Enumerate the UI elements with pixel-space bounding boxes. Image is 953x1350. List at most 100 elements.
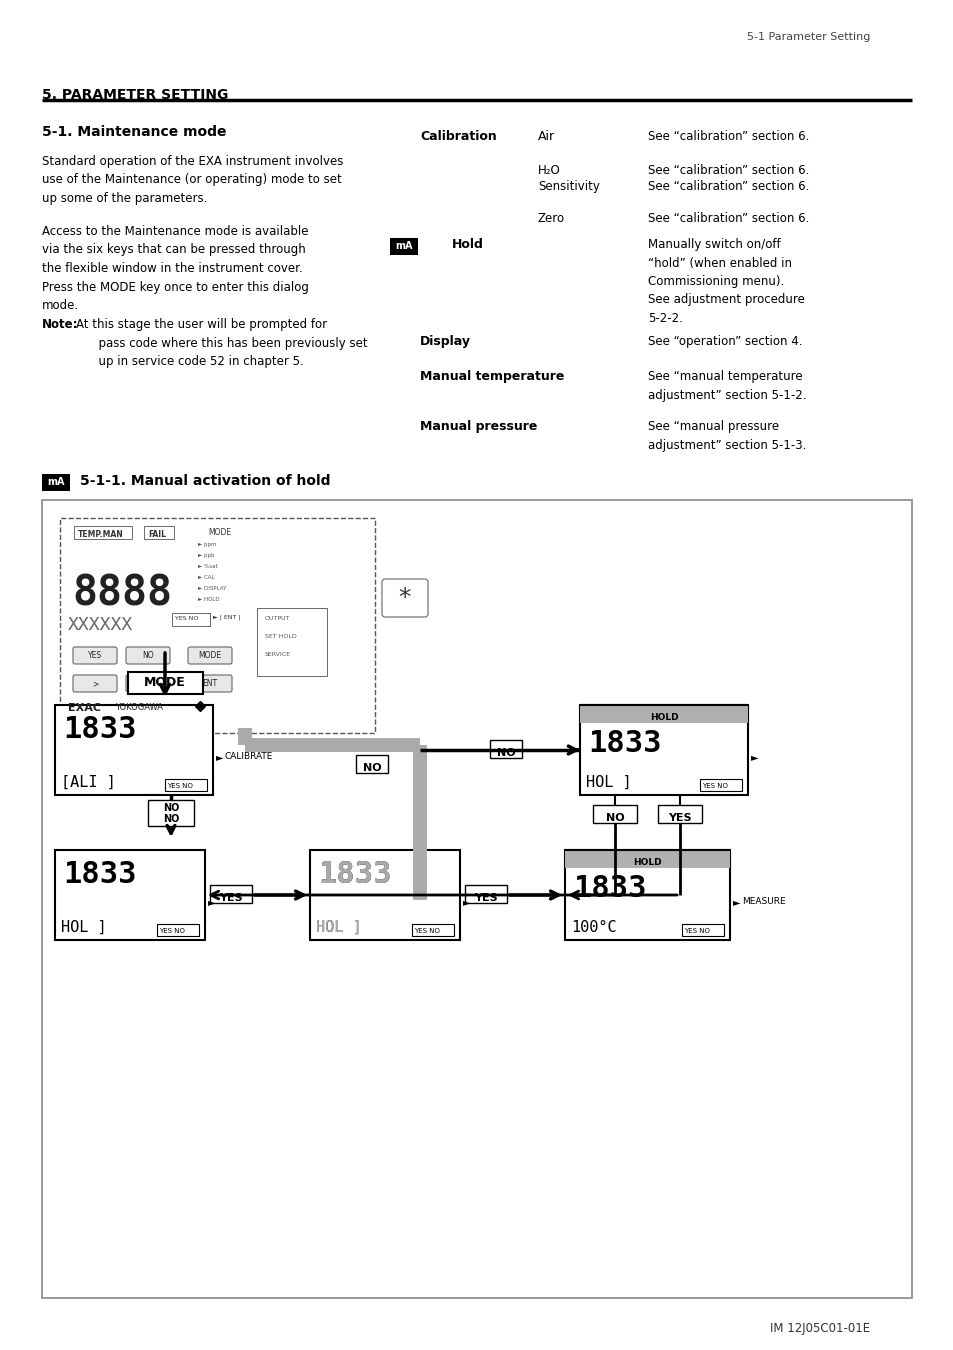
- Text: YES NO: YES NO: [683, 927, 709, 934]
- Text: See “manual pressure
adjustment” section 5-1-3.: See “manual pressure adjustment” section…: [647, 420, 805, 451]
- Bar: [579, 705, 747, 795]
- Text: ►: ►: [750, 752, 758, 761]
- Bar: [564, 850, 729, 868]
- Text: ► %sat: ► %sat: [198, 564, 217, 568]
- Text: ► HOLD: ► HOLD: [198, 597, 219, 602]
- Text: NO: NO: [362, 763, 381, 774]
- Bar: [144, 526, 173, 539]
- Bar: [390, 238, 417, 255]
- Text: MEASURE: MEASURE: [741, 896, 785, 906]
- Bar: [579, 705, 747, 724]
- FancyBboxPatch shape: [73, 647, 117, 664]
- Text: YES NO: YES NO: [174, 616, 198, 621]
- Text: YES: YES: [219, 892, 243, 903]
- Text: CALIBRATE: CALIBRATE: [225, 752, 274, 761]
- Text: NO: NO: [163, 814, 179, 824]
- Text: 8888: 8888: [71, 572, 172, 616]
- Text: Air: Air: [537, 130, 555, 143]
- Text: At this stage the user will be prompted for
      pass code where this has been : At this stage the user will be prompted …: [76, 319, 367, 369]
- Bar: [172, 613, 210, 626]
- Text: Manually switch on/off
“hold” (when enabled in
Commissioning menu).
See adjustme: Manually switch on/off “hold” (when enab…: [647, 238, 804, 325]
- Text: 100°C: 100°C: [571, 919, 616, 936]
- Text: ^: ^: [145, 679, 151, 688]
- Text: XXXXXX: XXXXXX: [68, 616, 133, 634]
- Text: Standard operation of the EXA instrument involves
use of the Maintenance (or ope: Standard operation of the EXA instrument…: [42, 155, 343, 205]
- Bar: [128, 672, 203, 694]
- Text: See “calibration” section 6.: See “calibration” section 6.: [647, 163, 808, 177]
- Text: See “calibration” section 6.: See “calibration” section 6.: [647, 130, 808, 143]
- Text: MODE: MODE: [144, 676, 186, 688]
- Bar: [310, 850, 459, 940]
- Text: See “operation” section 4.: See “operation” section 4.: [647, 335, 801, 348]
- Bar: [148, 801, 193, 826]
- Text: MODE: MODE: [208, 528, 231, 537]
- Text: mA: mA: [395, 242, 413, 251]
- Text: ►: ►: [215, 752, 223, 761]
- Text: *: *: [398, 586, 411, 610]
- Text: HOL ]: HOL ]: [61, 919, 107, 936]
- Text: FAIL: FAIL: [148, 531, 166, 539]
- Text: ENT: ENT: [202, 679, 217, 688]
- Text: EXAC: EXAC: [68, 703, 101, 713]
- Text: Display: Display: [419, 335, 471, 348]
- Bar: [165, 779, 207, 791]
- Text: Manual temperature: Manual temperature: [419, 370, 564, 383]
- Text: SET HOLD: SET HOLD: [265, 634, 296, 639]
- Text: See “calibration” section 6.: See “calibration” section 6.: [647, 180, 808, 193]
- Text: HOLD: HOLD: [649, 713, 678, 722]
- Text: 5-1-1. Manual activation of hold: 5-1-1. Manual activation of hold: [80, 474, 330, 487]
- Text: 1833: 1833: [317, 860, 391, 890]
- Text: YOKOGAWA: YOKOGAWA: [115, 703, 163, 711]
- Text: >: >: [91, 679, 98, 688]
- Bar: [157, 923, 199, 936]
- Text: ► DISPLAY: ► DISPLAY: [198, 586, 226, 591]
- Text: 5. PARAMETER SETTING: 5. PARAMETER SETTING: [42, 88, 228, 103]
- Bar: [60, 518, 375, 733]
- Text: 5-1 Parameter Setting: 5-1 Parameter Setting: [746, 32, 869, 42]
- Text: IM 12J05C01-01E: IM 12J05C01-01E: [769, 1322, 869, 1335]
- Text: YES NO: YES NO: [159, 927, 185, 934]
- Text: ► ppb: ► ppb: [198, 554, 214, 558]
- Text: YES NO: YES NO: [701, 783, 727, 788]
- Bar: [564, 850, 729, 940]
- Bar: [593, 805, 637, 823]
- Bar: [256, 608, 327, 676]
- Text: YES NO: YES NO: [167, 783, 193, 788]
- Text: HOL ]: HOL ]: [315, 919, 361, 936]
- Text: 1833: 1833: [573, 873, 646, 903]
- Bar: [42, 500, 911, 1297]
- FancyBboxPatch shape: [188, 675, 232, 693]
- Text: 5-1. Maintenance mode: 5-1. Maintenance mode: [42, 126, 226, 139]
- Text: NO: NO: [605, 813, 623, 823]
- Text: YES: YES: [88, 651, 102, 660]
- Text: NO: NO: [142, 651, 153, 660]
- Bar: [412, 923, 454, 936]
- Bar: [42, 474, 70, 491]
- FancyBboxPatch shape: [188, 647, 232, 664]
- Text: ►: ►: [732, 896, 740, 907]
- Text: YES: YES: [474, 892, 497, 903]
- Text: ► ppm: ► ppm: [198, 541, 216, 547]
- Text: MODE: MODE: [198, 651, 221, 660]
- Bar: [464, 886, 506, 903]
- Bar: [55, 850, 205, 940]
- FancyBboxPatch shape: [126, 675, 170, 693]
- Text: Note:: Note:: [42, 319, 78, 331]
- Text: 1833: 1833: [587, 729, 660, 757]
- Text: TEMP.MAN: TEMP.MAN: [78, 531, 124, 539]
- Bar: [658, 805, 701, 823]
- Text: See “manual temperature
adjustment” section 5-1-2.: See “manual temperature adjustment” sect…: [647, 370, 805, 401]
- Text: mA: mA: [48, 477, 65, 487]
- Text: See “calibration” section 6.: See “calibration” section 6.: [647, 212, 808, 225]
- Bar: [210, 886, 252, 903]
- FancyBboxPatch shape: [73, 675, 117, 693]
- Bar: [700, 779, 741, 791]
- Bar: [74, 526, 132, 539]
- Text: HOL ]: HOL ]: [315, 919, 361, 936]
- Text: NO: NO: [163, 803, 179, 813]
- Text: Manual pressure: Manual pressure: [419, 420, 537, 433]
- Text: Access to the Maintenance mode is available
via the six keys that can be pressed: Access to the Maintenance mode is availa…: [42, 225, 309, 312]
- Text: 1833: 1833: [63, 860, 136, 890]
- Text: Sensitivity: Sensitivity: [537, 180, 599, 193]
- Bar: [681, 923, 723, 936]
